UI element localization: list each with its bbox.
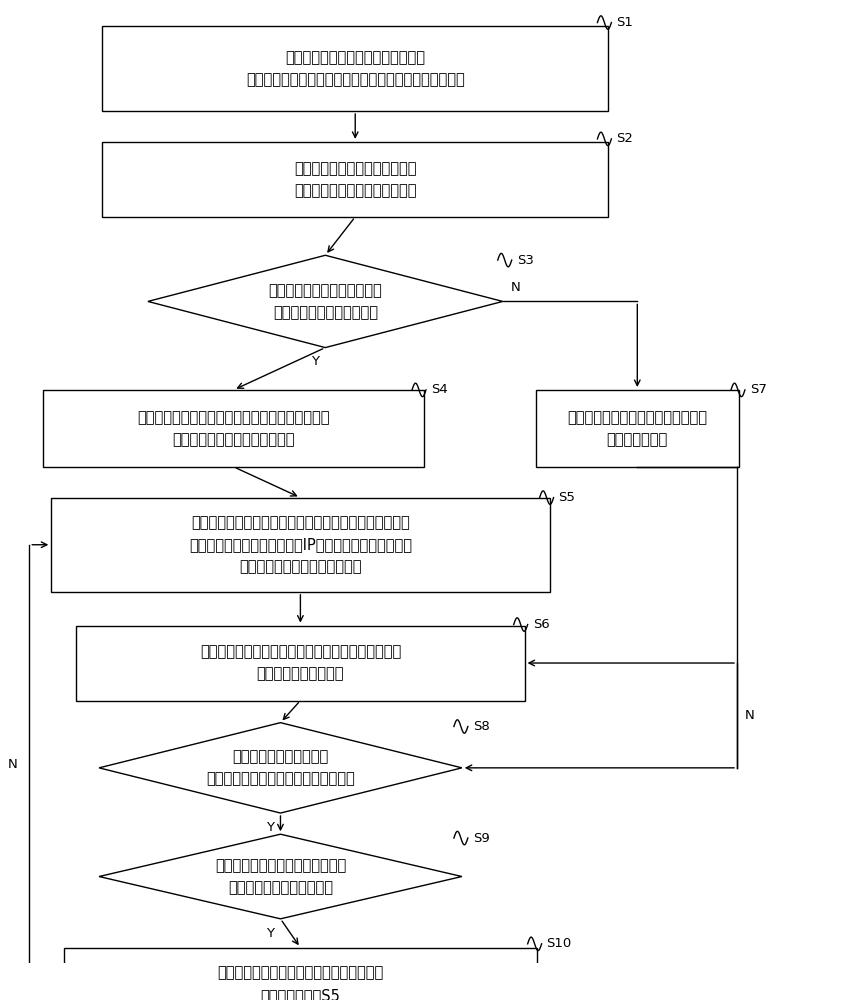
- Text: S8: S8: [473, 720, 490, 733]
- Text: 具有最高优先级的所述候选主控制器为主控制器，
剩余候选主控制器为备份控制器: 具有最高优先级的所述候选主控制器为主控制器， 剩余候选主控制器为备份控制器: [137, 410, 330, 447]
- Text: 接收发送的所述第一协议报文，
提取所述第一协议报文的优先级: 接收发送的所述第一协议报文， 提取所述第一协议报文的优先级: [294, 161, 416, 198]
- Bar: [52, 498, 550, 592]
- Text: N: N: [8, 758, 17, 771]
- Polygon shape: [99, 834, 462, 919]
- Bar: [102, 142, 608, 217]
- Text: 将备份控制器置于等待接收所述第一
协议报文的状态: 将备份控制器置于等待接收所述第一 协议报文的状态: [568, 410, 707, 447]
- Text: Y: Y: [311, 355, 319, 368]
- Polygon shape: [99, 723, 462, 813]
- Text: Y: Y: [266, 821, 274, 834]
- Text: 所述主控制器在第一预设时间内分别给各备份控制器
发送所述第一协议报文: 所述主控制器在第一预设时间内分别给各备份控制器 发送所述第一协议报文: [200, 644, 401, 682]
- Text: S4: S4: [431, 383, 448, 396]
- Bar: [76, 626, 525, 701]
- Text: S5: S5: [558, 491, 575, 504]
- Text: S9: S9: [473, 832, 490, 845]
- Text: S6: S6: [533, 618, 549, 631]
- Bar: [102, 26, 608, 111]
- Text: 判断各备份控制器在第二
预设时间段内是否接收到第一协议报文: 判断各备份控制器在第二 预设时间段内是否接收到第一协议报文: [206, 749, 354, 786]
- Text: S10: S10: [547, 937, 572, 950]
- Text: N: N: [745, 709, 755, 722]
- Bar: [536, 390, 739, 467]
- Polygon shape: [148, 255, 503, 348]
- Text: S2: S2: [617, 132, 634, 145]
- Text: 检测备份控制器自身的优先级是否
高于第一协议报文的优先级: 检测备份控制器自身的优先级是否 高于第一协议报文的优先级: [215, 858, 346, 895]
- Text: S3: S3: [517, 254, 534, 267]
- Text: 候选主控制器间发送第一协议报文，
根据第一协议将多个控制器捆绑在一起创建一虚拟控制器: 候选主控制器间发送第一协议报文， 根据第一协议将多个控制器捆绑在一起创建一虚拟控…: [246, 50, 464, 87]
- Text: 所述主控制器发送第二协议报文至所述交换机，所述交换
机生成记录所述虚拟控制器的IP地址和接收所述第二协议
报文的入端口的端口号的映射表: 所述主控制器发送第二协议报文至所述交换机，所述交换 机生成记录所述虚拟控制器的I…: [189, 515, 412, 574]
- Text: 检测控制器自身的优先级是否
高于第一协议报文的优先级: 检测控制器自身的优先级是否 高于第一协议报文的优先级: [268, 283, 382, 320]
- Bar: [64, 948, 536, 1000]
- Text: S7: S7: [750, 383, 766, 396]
- Bar: [43, 390, 424, 467]
- Text: 优先级较高的备份控制器定义为主控制器，
并返回执行步骤S5: 优先级较高的备份控制器定义为主控制器， 并返回执行步骤S5: [217, 966, 383, 1000]
- Text: Y: Y: [266, 927, 274, 940]
- Text: S1: S1: [617, 16, 634, 29]
- Text: N: N: [511, 281, 520, 294]
